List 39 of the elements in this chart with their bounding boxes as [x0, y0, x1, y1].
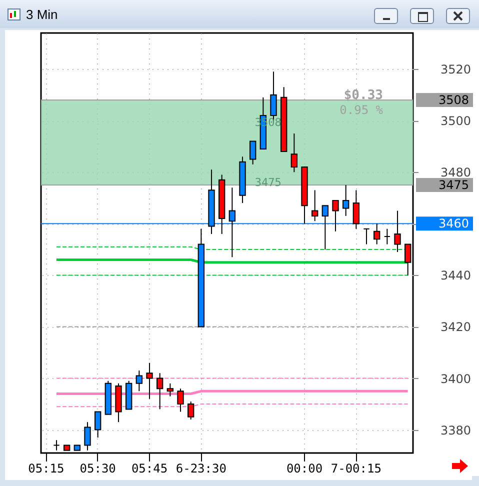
- candlestick: [136, 370, 143, 392]
- y-tick-label: 3500: [440, 114, 472, 128]
- y-tick-label: 3440: [440, 268, 472, 283]
- candlestick: [156, 372, 164, 410]
- candlestick: [363, 228, 370, 245]
- x-tick-label: 05:30: [80, 462, 116, 476]
- ref-line-label: 3475: [438, 178, 469, 192]
- y-tick-label: 3420: [440, 320, 472, 334]
- x-tick-label: 05:15: [28, 462, 64, 476]
- candlestick: [352, 190, 360, 230]
- ref-line-label: 3508: [438, 92, 469, 107]
- candlestick: [53, 440, 60, 451]
- candlestick: [332, 200, 339, 232]
- candlestick: [311, 190, 318, 222]
- candlestick: [187, 400, 194, 420]
- candlestick: [384, 228, 391, 245]
- candlestick: [373, 223, 380, 245]
- y-tick-label: 3520: [440, 62, 472, 77]
- ref-line-label: 3460: [438, 216, 469, 231]
- candlestick: [166, 382, 174, 397]
- candlestick: [177, 388, 184, 412]
- candlestick: [404, 244, 412, 276]
- candlestick: [249, 140, 256, 165]
- x-tick-label: 05:45: [131, 462, 168, 476]
- chart-title: 3 Min: [26, 7, 58, 22]
- candlestick: [342, 184, 350, 216]
- y-tick-label: 3380: [440, 423, 472, 438]
- annotation: 0.95 %: [340, 103, 384, 117]
- annotation: $0.33: [344, 88, 383, 103]
- candlestick: [84, 422, 91, 451]
- candlestick: [394, 210, 401, 253]
- candlestick: [290, 132, 298, 173]
- y-tick-label: 3480: [440, 166, 472, 180]
- candlestick: [146, 362, 153, 400]
- candlestick: [94, 411, 102, 438]
- x-tick-label: 00:00: [286, 462, 323, 476]
- x-tick-label: 6-23:30: [176, 462, 226, 476]
- x-tick-label: 7-00:15: [330, 462, 382, 476]
- y-tick-label: 3400: [440, 372, 472, 386]
